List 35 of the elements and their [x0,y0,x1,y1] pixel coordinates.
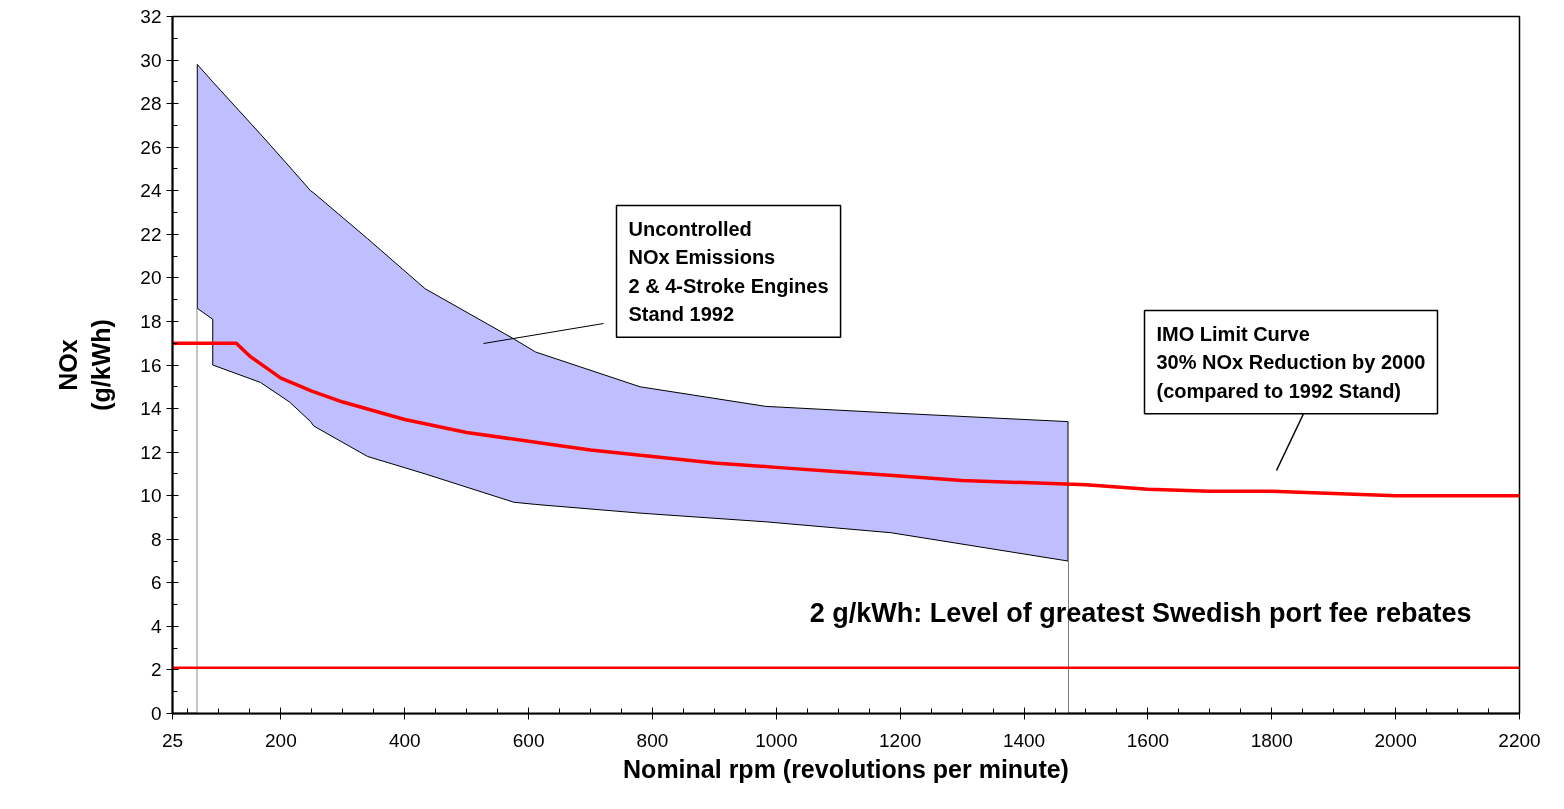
x-tick-label: 400 [388,729,421,751]
y-tick-label: 18 [140,310,162,332]
y-tick-label: 0 [150,703,162,724]
y-axis-title: NOx (g/kWh) [53,319,116,411]
y-tick-label: 30 [140,49,162,71]
y-tick-label: 22 [140,223,162,245]
y-tick-label: 28 [140,93,162,115]
annotation: IMO Limit Curve 30% NOx Reduction by 2000 (compared to 1992 Stand) [1156,322,1426,402]
line-series [172,341,1520,498]
x-tick-label: 800 [636,729,669,751]
x-tick-label: 2200 [1498,729,1541,751]
x-tick-label: 1400 [1002,729,1046,751]
y-tick-label: 6 [150,572,162,594]
x-tick-label: 200 [265,729,297,751]
y-tick-label: 12 [140,441,162,463]
x-tick-label: 600 [512,729,545,751]
y-tick-label: 4 [150,615,162,637]
x-tick-label: 1800 [1250,729,1293,751]
y-tick-label: 26 [140,136,162,158]
y-tick-label: 20 [140,267,162,289]
x-tick-label: 25 [161,729,184,751]
x-axis-title: Nominal rpm (revolutions per minute) [623,754,1069,783]
y-tick-label: 14 [140,398,162,420]
x-tick-label: 1200 [879,729,922,751]
y-tick-label: 32 [140,6,162,27]
x-tick-label: 1600 [1126,729,1170,751]
y-tick-label: 24 [140,180,162,202]
x-tick-label: 1000 [755,729,798,751]
y-tick-label: 16 [140,354,162,376]
y-tick-label: 2 [150,659,162,681]
x-tick-label: 2000 [1374,729,1417,751]
y-tick-label: 8 [150,528,162,550]
ref-line-label: 2 g/kWh: Level of greatest Swedish port fee rebates [809,597,1472,628]
y-tick-label: 10 [140,485,162,507]
annotation: Uncontrolled NOx Emissions 2 & 4-Stroke Engines Stand 1992 [628,217,829,326]
